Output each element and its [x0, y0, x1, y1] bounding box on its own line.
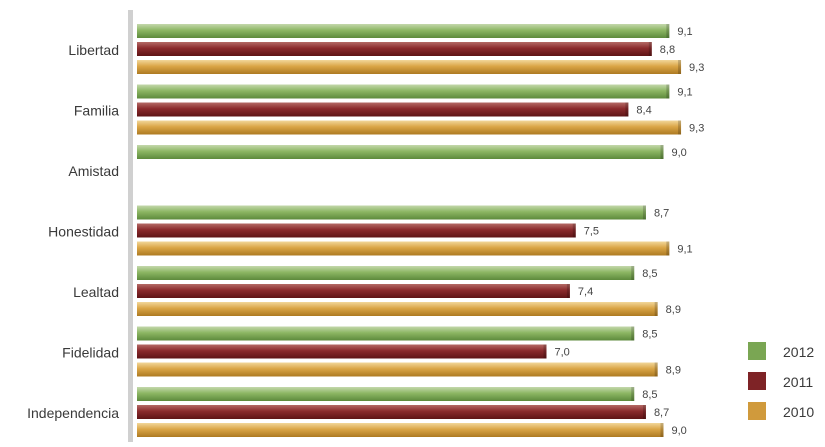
bar-2010: [137, 423, 664, 437]
bar-2011: [137, 102, 629, 117]
value-label-2012: 9,0: [672, 147, 687, 159]
legend-swatch-2011: [748, 372, 766, 390]
bar-end-shade: [648, 42, 652, 56]
value-label-2012: 8,5: [642, 329, 657, 341]
value-label-2010: 9,3: [689, 123, 704, 135]
value-label-2010: 9,3: [689, 62, 704, 74]
bar-2012: [137, 387, 635, 401]
value-label-2010: 8,9: [666, 304, 681, 316]
value-label-2012: 8,7: [654, 208, 669, 220]
value-label-2011: 8,4: [636, 105, 651, 117]
bar-2011: [137, 284, 570, 298]
bar-2011: [137, 223, 576, 238]
bar-end-shade: [654, 362, 658, 377]
category-label: Lealtad: [73, 284, 119, 300]
legend-swatch-2010: [748, 402, 766, 420]
value-label-2010: 9,0: [672, 425, 687, 437]
bar-end-shade: [631, 326, 635, 341]
category-label: Familia: [74, 103, 119, 119]
category-label: Honestidad: [48, 224, 119, 240]
legend-label-2011: 2011: [783, 374, 813, 390]
value-label-2011: 7,5: [584, 226, 599, 238]
value-label-2011: 8,7: [654, 407, 669, 419]
value-labels: 9,18,89,39,18,49,39,08,77,59,18,57,48,98…: [555, 26, 705, 437]
category-label: Independencia: [27, 405, 119, 421]
bar-end-shade: [642, 405, 646, 419]
category-label: Amistad: [68, 163, 119, 179]
category-label: Libertad: [68, 42, 119, 58]
bar-end-shade: [572, 223, 576, 238]
bar-2012: [137, 205, 646, 220]
y-axis-line: [128, 10, 133, 442]
value-label-2012: 9,1: [677, 26, 692, 38]
bar-end-shade: [678, 120, 682, 135]
bar-end-shade: [666, 24, 670, 38]
bar-2011: [137, 344, 547, 359]
bar-2010: [137, 241, 670, 256]
bar-2010: [137, 302, 658, 316]
bar-2012: [137, 266, 635, 280]
legend-label-2010: 2010: [783, 404, 814, 420]
bar-2011: [137, 405, 646, 419]
legend: 2012 2011 2010: [748, 342, 814, 420]
bar-2011: [137, 42, 652, 56]
bars: [137, 24, 682, 437]
value-label-2012: 8,5: [642, 268, 657, 280]
bar-2010: [137, 60, 682, 74]
bar-2010: [137, 362, 658, 377]
legend-label-2012: 2012: [783, 344, 814, 360]
bar-end-shade: [642, 205, 646, 220]
legend-swatch-2012: [748, 342, 766, 360]
bar-end-shade: [654, 302, 658, 316]
value-label-2011: 7,4: [578, 286, 593, 298]
value-label-2011: 7,0: [555, 347, 570, 359]
bar-end-shade: [631, 266, 635, 280]
category-label: Fidelidad: [62, 345, 119, 361]
value-label-2012: 8,5: [642, 389, 657, 401]
bar-end-shade: [566, 284, 570, 298]
bar-2012: [137, 24, 670, 38]
category-labels: Libertad Familia Amistad Honestidad Lealtad F…: [27, 42, 119, 421]
bar-end-shade: [660, 145, 664, 159]
value-label-2010: 9,1: [677, 244, 692, 256]
bar-end-shade: [625, 102, 629, 117]
bar-2010: [137, 120, 682, 135]
value-label-2011: 8,8: [660, 44, 675, 56]
value-label-2012: 9,1: [677, 87, 692, 99]
bar-end-shade: [660, 423, 664, 437]
bar-end-shade: [678, 60, 682, 74]
bar-2012: [137, 84, 670, 99]
bar-end-shade: [666, 84, 670, 99]
bar-end-shade: [666, 241, 670, 256]
bar-end-shade: [631, 387, 635, 401]
bar-2012: [137, 145, 664, 159]
bar-end-shade: [543, 344, 547, 359]
bar-2012: [137, 326, 635, 341]
value-label-2010: 8,9: [666, 365, 681, 377]
